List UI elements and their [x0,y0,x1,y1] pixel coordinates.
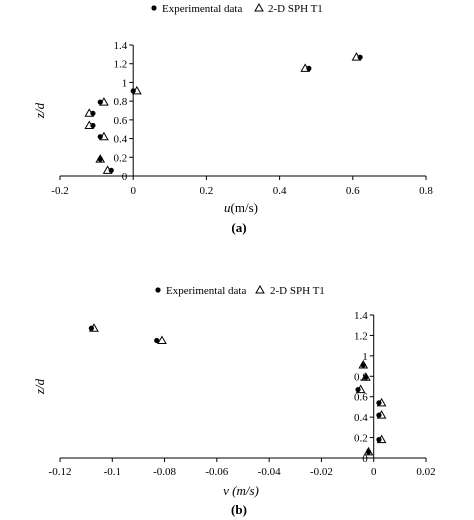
y-tick-label: 0.6 [354,392,368,404]
x-tick-label: -0.2 [51,185,68,197]
data-point-experimental [130,88,136,94]
data-point-sph [376,397,387,407]
y-tick-label: 1.4 [113,40,127,52]
chart-panel-a: -0.2 0 0.2 0.4 0.6 0.8 0 0.2 0.4 0.6 0.8 1 1.2 1.4 z/d… [32,2,433,235]
data-point-sph [355,384,366,394]
data-point-sph [157,335,167,345]
data-point-sph [363,446,374,456]
x-tick-label: 0.02 [416,466,435,478]
panel-label: (b) [231,502,247,517]
x-tick-label: 0 [371,466,377,478]
y-tick-label: 0.4 [113,134,127,146]
y-axis-label: z/d [32,378,47,395]
x-tick-label: 0 [130,185,136,197]
y-tick-label: 1 [362,351,368,363]
data-point-experimental [108,167,114,173]
y-tick-label: 0.8 [113,96,127,108]
legend-circle-marker [155,287,161,293]
data-point-experimental [306,65,312,71]
legend-triangle-marker [255,284,265,294]
y-tick-label: 1.2 [354,330,368,342]
panel-label: (a) [231,220,246,235]
chart-panel-b: -0.12 -0.1 -0.08 -0.06 -0.04 -0.02 0 0.02 0 0.2 0.… [32,284,436,517]
legend-label: 2-D SPH T1 [268,3,323,15]
legend-label: Experimental data [166,285,246,297]
y-axis-label: z/d [32,102,47,119]
x-tick-label: -0.04 [258,466,281,478]
legend-circle-marker [151,5,157,11]
data-point-sph [361,372,371,381]
data-point-sph [376,434,387,444]
data-point-experimental [90,122,96,129]
legend-label: Experimental data [162,3,242,15]
y-tick-label: 0 [362,453,368,465]
data-point-sph [95,154,106,163]
data-point-sph [99,97,109,106]
data-point-experimental [97,99,103,105]
legend-label: 2-D SPH T1 [270,285,325,297]
x-tick-label: -0.12 [49,466,72,478]
y-tick-label: 1 [122,77,128,89]
data-point-sph [351,52,362,61]
data-point-experimental [357,54,363,60]
x-axis-label: v (m/s) [223,483,259,498]
x-tick-label: -0.08 [153,466,176,478]
x-tick-label: -0.1 [104,466,121,478]
data-point-sph [84,108,95,117]
x-tick-label: 0.6 [346,185,360,197]
x-tick-label: 0.8 [419,185,433,197]
y-tick-label: 0.4 [354,412,368,424]
x-axis-label: u(m/s) [224,200,258,215]
x-axis-label-unit: (m/s) [231,200,258,215]
data-point-sph [99,131,109,141]
data-point-sph [376,410,387,419]
data-point-sph [131,85,142,95]
x-tick-label: -0.02 [310,466,333,478]
x-axis-label-variable: v [223,483,229,498]
y-tick-label: 0 [122,171,128,183]
x-axis-label-variable: u [224,200,231,215]
y-tick-label: 1.2 [113,59,127,71]
y-tick-label: 0.6 [113,115,127,127]
data-point-experimental [90,110,96,116]
data-point-sph [84,120,95,129]
y-tick-label: 0.2 [113,152,127,164]
x-axis-label-unit: (m/s) [229,483,259,498]
data-point-sph [358,360,369,369]
y-tick-label: 0.2 [354,433,368,445]
data-point-sph [300,63,311,72]
x-tick-label: 0.2 [200,185,214,197]
y-tick-label: 1.4 [354,310,368,322]
data-point-experimental [154,337,160,344]
x-tick-label: -0.06 [205,466,228,478]
data-point-experimental [97,134,103,140]
data-point-sph [89,323,99,332]
x-tick-label: 0.4 [273,185,287,197]
legend-triangle-marker [254,2,264,12]
data-point-sph [102,165,113,174]
